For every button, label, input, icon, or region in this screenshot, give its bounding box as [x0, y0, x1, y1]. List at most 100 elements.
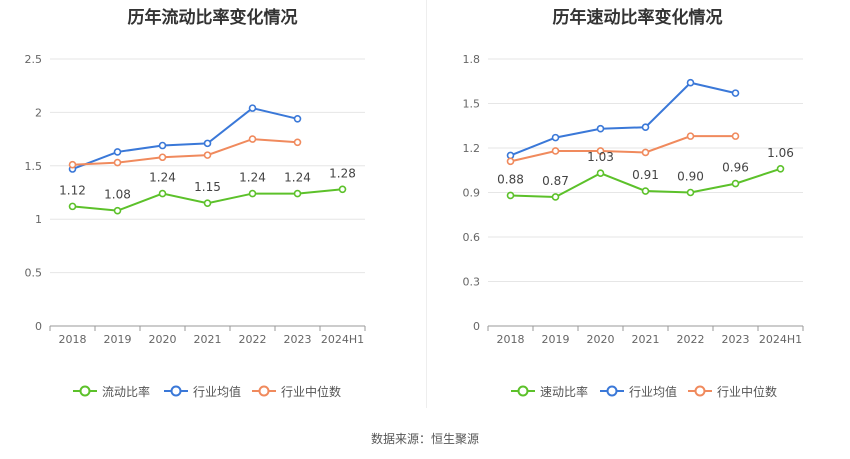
- x-tick-label: 2024H1: [759, 333, 802, 346]
- data-point-industry_median: [551, 147, 560, 155]
- legend-label: 行业均值: [629, 384, 678, 399]
- y-tick-label: 2: [35, 106, 42, 119]
- data-point-main: [248, 189, 257, 198]
- series-line-industry_median: [72, 138, 298, 166]
- data-point-industry_median: [641, 148, 650, 157]
- data-point-industry_median: [158, 153, 167, 162]
- data-label: 1.12: [59, 183, 86, 197]
- chart-legend: 流动比率 行业均值 行业中位数: [0, 381, 425, 401]
- data-point-industry_avg: [203, 139, 212, 148]
- y-tick-label: 0.6: [463, 231, 481, 244]
- legend-item-industry-median[interactable]: 行业中位数: [252, 381, 341, 401]
- data-point-main: [338, 185, 347, 194]
- data-label: 0.90: [677, 170, 704, 184]
- y-tick-label: 0: [473, 320, 480, 333]
- circle-line-icon: [688, 385, 712, 397]
- chart-title: 历年流动比率变化情况: [127, 8, 298, 28]
- data-source: 数据来源：恒生聚源: [370, 432, 479, 446]
- data-point-main: [686, 188, 695, 197]
- legend-label: 流动比率: [102, 384, 151, 399]
- data-point-industry_median: [113, 158, 122, 167]
- data-point-industry_median: [596, 147, 605, 155]
- data-point-industry_median: [293, 138, 302, 147]
- data-label: 1.28: [329, 166, 356, 180]
- data-point-industry_avg: [113, 148, 122, 156]
- data-point-industry_median: [68, 160, 77, 169]
- current-ratio-panel: 历年流动比率变化情况 0 0.5 1 1.5 2 2.5 2018 2019 2020 2021 2…: [0, 0, 425, 410]
- legend-item-industry-median[interactable]: 行业中位数: [688, 381, 777, 401]
- x-tick-label: 2022: [677, 333, 705, 346]
- x-tick-label: 2024H1: [321, 333, 364, 346]
- x-tick-label: 2021: [194, 333, 222, 346]
- legend-label: 行业中位数: [717, 384, 778, 399]
- legend-label: 速动比率: [540, 384, 589, 399]
- data-point-main: [203, 199, 212, 207]
- y-tick-label: 1: [35, 213, 42, 226]
- series-line-industry_median: [510, 135, 736, 163]
- data-point-industry_avg: [248, 104, 257, 112]
- data-label: 1.24: [284, 171, 311, 185]
- x-tick-label: 2020: [587, 333, 615, 346]
- legend-item-industry-avg[interactable]: 行业均值: [600, 381, 677, 401]
- data-point-main: [731, 179, 740, 188]
- data-point-industry_avg: [551, 133, 560, 142]
- legend-item-main[interactable]: 速动比率: [511, 381, 588, 401]
- x-tick-label: 2019: [104, 333, 132, 346]
- legend-label: 行业中位数: [281, 384, 342, 399]
- data-point-main: [506, 191, 515, 200]
- x-tick-label: 2023: [284, 333, 312, 346]
- data-label: 0.87: [542, 174, 569, 188]
- quick-ratio-chart: 0 0.3 0.6 0.9 1.2 1.5 1.8 2018 2019 2020 2021 2022 2…: [463, 53, 804, 346]
- data-label: 1.24: [239, 171, 266, 185]
- data-label: 1.06: [767, 146, 794, 160]
- legend-item-main[interactable]: 流动比率: [73, 381, 150, 401]
- chart-legend: 速动比率 行业均值 行业中位数: [425, 381, 850, 401]
- y-tick-label: 0: [35, 320, 42, 333]
- circle-line-icon: [252, 385, 276, 397]
- y-tick-label: 2.5: [25, 53, 43, 66]
- x-tick-label: 2019: [542, 333, 570, 346]
- y-tick-label: 1.2: [463, 142, 481, 155]
- x-tick-label: 2018: [497, 333, 525, 346]
- y-tick-label: 1.5: [25, 160, 43, 173]
- circle-line-icon: [600, 385, 624, 397]
- data-point-industry_median: [248, 135, 257, 143]
- data-point-industry_avg: [293, 115, 302, 123]
- data-point-main: [113, 206, 122, 215]
- data-point-main: [68, 202, 77, 211]
- data-label: 0.96: [722, 161, 749, 175]
- circle-line-icon: [511, 385, 535, 397]
- data-point-main: [158, 189, 167, 198]
- x-tick-label: 2022: [239, 333, 267, 346]
- y-tick-label: 0.9: [463, 187, 481, 200]
- data-point-main: [596, 169, 605, 178]
- data-point-industry_avg: [731, 89, 740, 97]
- x-tick-label: 2023: [722, 333, 750, 346]
- circle-line-icon: [73, 385, 97, 397]
- y-tick-label: 1.5: [463, 98, 481, 111]
- data-point-industry_avg: [596, 124, 605, 133]
- data-label: 1.24: [149, 171, 176, 185]
- data-point-industry_median: [686, 132, 695, 140]
- circle-line-icon: [164, 385, 188, 397]
- data-label: 1.03: [587, 150, 614, 164]
- series-line-industry_avg: [510, 81, 736, 157]
- x-tick-label: 2021: [632, 333, 660, 346]
- data-label: 1.15: [194, 180, 221, 194]
- data-point-industry_avg: [158, 141, 167, 150]
- panel-divider: [426, 0, 427, 408]
- y-tick-label: 1.8: [463, 53, 481, 66]
- y-tick-label: 0.5: [25, 267, 43, 280]
- data-point-main: [551, 193, 560, 201]
- quick-ratio-panel: 历年速动比率变化情况 0 0.3 0.6 0.9 1.2 1.5 1.8 2018 2019 20…: [425, 0, 850, 410]
- chart-title: 历年速动比率变化情况: [552, 8, 723, 28]
- data-label: 0.88: [497, 172, 524, 186]
- current-ratio-chart: 0 0.5 1 1.5 2 2.5 2018 2019 2020 2021 2022 2023 2024…: [25, 53, 366, 346]
- x-tick-label: 2018: [59, 333, 87, 346]
- data-point-main: [641, 187, 650, 195]
- data-point-industry_median: [203, 151, 212, 159]
- y-tick-label: 0.3: [463, 276, 481, 289]
- data-label: 0.91: [632, 168, 659, 182]
- data-point-main: [776, 164, 785, 173]
- legend-item-industry-avg[interactable]: 行业均值: [164, 381, 241, 401]
